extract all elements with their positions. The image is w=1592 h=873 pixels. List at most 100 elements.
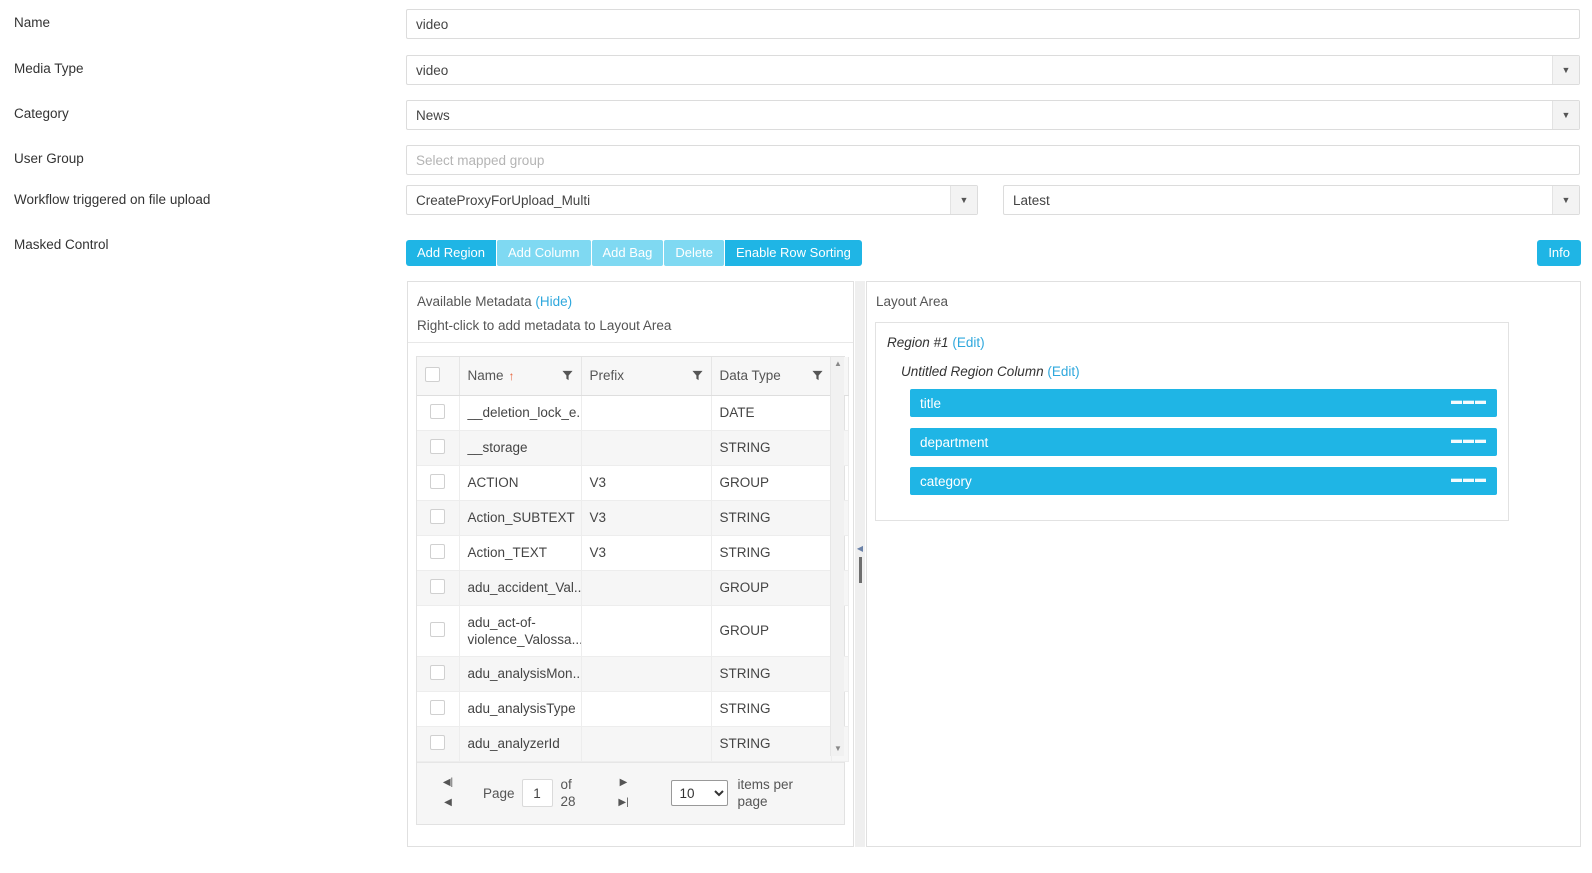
field-label-masked-control: Masked Control	[14, 237, 109, 252]
splitter-grip[interactable]	[859, 557, 862, 583]
media-type-select[interactable]: video ▼	[406, 55, 1580, 85]
column-header-data-type-label: Data Type	[719, 368, 781, 384]
chevron-down-icon[interactable]: ▼	[1552, 56, 1579, 84]
field-label-category: Category	[14, 106, 69, 121]
region-name: Region #1	[887, 335, 949, 350]
add-region-button[interactable]: Add Region	[406, 240, 496, 266]
panel-splitter[interactable]: ◀	[855, 281, 865, 847]
previous-page-icon[interactable]: ◀	[444, 797, 452, 808]
layout-region-container[interactable]: Region #1 (Edit) Untitled Region Column …	[875, 322, 1509, 521]
table-row[interactable]: ACTION V3 GROUP	[417, 465, 849, 501]
drag-handle-icon[interactable]: ▬▬▬	[1451, 473, 1487, 485]
row-checkbox[interactable]	[430, 473, 446, 489]
row-checkbox[interactable]	[430, 438, 446, 454]
pager-page-input[interactable]	[521, 779, 553, 807]
metadata-grid: Name ↑ Prefix	[416, 356, 849, 825]
pager-prev-group: ◀| ◀	[431, 778, 465, 808]
cell-name: ACTION	[459, 465, 582, 501]
table-row[interactable]: adu_act-of-violence_Valossa... GROUP	[417, 605, 849, 657]
cell-type: STRING	[711, 430, 832, 466]
enable-row-sorting-button[interactable]: Enable Row Sorting	[724, 240, 862, 266]
row-checkbox[interactable]	[430, 578, 446, 594]
workflow-select[interactable]: CreateProxyForUpload_Multi ▼	[406, 185, 978, 215]
row-checkbox[interactable]	[430, 403, 446, 419]
select-all-header[interactable]	[417, 357, 460, 396]
table-row[interactable]: __storage STRING	[417, 430, 849, 466]
available-metadata-hint: Right-click to add metadata to Layout Ar…	[408, 309, 853, 343]
layout-area-title: Layout Area	[876, 294, 949, 309]
filter-icon[interactable]	[811, 370, 823, 381]
table-header-row: Name ↑ Prefix	[417, 357, 849, 396]
region-column-edit-link[interactable]: (Edit)	[1047, 364, 1080, 379]
cell-type: STRING	[711, 691, 832, 727]
workflow-value: CreateProxyForUpload_Multi	[416, 192, 591, 208]
metadata-grid-scrollbar[interactable]: ▲ ▼	[830, 357, 844, 756]
pager-of-label: of	[560, 777, 572, 792]
info-button[interactable]: Info	[1537, 240, 1581, 266]
table-row[interactable]: adu_analysisType STRING	[417, 691, 849, 727]
row-checkbox[interactable]	[430, 699, 446, 715]
table-row[interactable]: adu_analyzerId STRING	[417, 726, 849, 762]
category-select[interactable]: News ▼	[406, 100, 1580, 130]
last-page-icon[interactable]: ▶|	[618, 797, 629, 808]
cell-type: DATE	[711, 395, 832, 431]
region-edit-link[interactable]: (Edit)	[952, 335, 985, 350]
cell-name: adu_accident_Val...	[459, 570, 582, 606]
column-header-data-type[interactable]: Data Type	[711, 357, 832, 396]
add-bag-button[interactable]: Add Bag	[591, 240, 664, 266]
cell-prefix: V3	[581, 535, 712, 571]
filter-icon[interactable]	[691, 370, 703, 381]
items-per-page-select[interactable]: 10	[670, 780, 728, 806]
add-column-button[interactable]: Add Column	[496, 240, 591, 266]
next-page-icon[interactable]: ▶	[619, 777, 628, 788]
chevron-down-icon[interactable]: ▼	[1552, 186, 1579, 214]
field-label-workflow: Workflow triggered on file upload	[14, 192, 211, 207]
first-page-icon[interactable]: ◀|	[442, 777, 454, 788]
layout-field-list: title ▬▬▬ department ▬▬▬ category ▬▬▬	[910, 389, 1497, 495]
name-input[interactable]: video	[406, 9, 1580, 39]
column-header-prefix[interactable]: Prefix	[581, 357, 712, 396]
layout-field-title[interactable]: title ▬▬▬	[910, 389, 1497, 417]
chevron-down-icon[interactable]: ▼	[1552, 101, 1579, 129]
scroll-down-icon[interactable]: ▼	[834, 744, 842, 753]
table-row[interactable]: Action_SUBTEXT V3 STRING	[417, 500, 849, 536]
pager-total-pages: 28	[560, 794, 576, 809]
layout-field-label: category	[920, 473, 972, 489]
row-checkbox[interactable]	[430, 508, 446, 524]
available-metadata-panel: Available Metadata (Hide) Right-click to…	[407, 281, 854, 847]
cell-type: GROUP	[711, 570, 832, 606]
hide-link[interactable]: (Hide)	[535, 294, 573, 309]
user-group-input[interactable]: Select mapped group	[406, 145, 1580, 175]
cell-name: __storage	[459, 430, 582, 466]
layout-field-department[interactable]: department ▬▬▬	[910, 428, 1497, 456]
layout-field-category[interactable]: category ▬▬▬	[910, 467, 1497, 495]
select-all-checkbox[interactable]	[425, 366, 440, 382]
table-row[interactable]: __deletion_lock_e... DATE	[417, 395, 849, 431]
table-row[interactable]: adu_analysisMon... STRING	[417, 656, 849, 692]
cell-type: STRING	[711, 500, 832, 536]
layout-area-panel: Layout Area Region #1 (Edit) Untitled Re…	[866, 281, 1581, 847]
workflow-version-select[interactable]: Latest ▼	[1003, 185, 1580, 215]
drag-handle-icon[interactable]: ▬▬▬	[1451, 434, 1487, 446]
row-checkbox[interactable]	[430, 621, 446, 637]
scroll-up-icon[interactable]: ▲	[834, 359, 842, 368]
cell-name: adu_analysisType	[459, 691, 582, 727]
row-checkbox[interactable]	[430, 543, 446, 559]
workflow-version-value: Latest	[1013, 192, 1050, 208]
metadata-pager: ◀| ◀ Page of 28 ▶ ▶| 10 items per	[417, 761, 844, 824]
drag-handle-icon[interactable]: ▬▬▬	[1451, 395, 1487, 407]
row-checkbox[interactable]	[430, 734, 446, 750]
items-per-page-label: items per page	[738, 776, 800, 810]
chevron-down-icon[interactable]: ▼	[950, 186, 977, 214]
delete-button[interactable]: Delete	[664, 240, 724, 266]
cell-type: GROUP	[711, 465, 832, 501]
metadata-table: Name ↑ Prefix	[417, 357, 849, 762]
table-row[interactable]: Action_TEXT V3 STRING	[417, 535, 849, 571]
table-row[interactable]: adu_accident_Val... GROUP	[417, 570, 849, 606]
column-header-name[interactable]: Name ↑	[459, 357, 582, 396]
column-header-name-label: Name	[467, 368, 504, 384]
layout-toolbar: Add Region Add Column Add Bag Delete Ena…	[406, 240, 862, 266]
filter-icon[interactable]	[561, 370, 573, 381]
collapse-left-icon[interactable]: ◀	[856, 544, 864, 553]
row-checkbox[interactable]	[430, 664, 446, 680]
